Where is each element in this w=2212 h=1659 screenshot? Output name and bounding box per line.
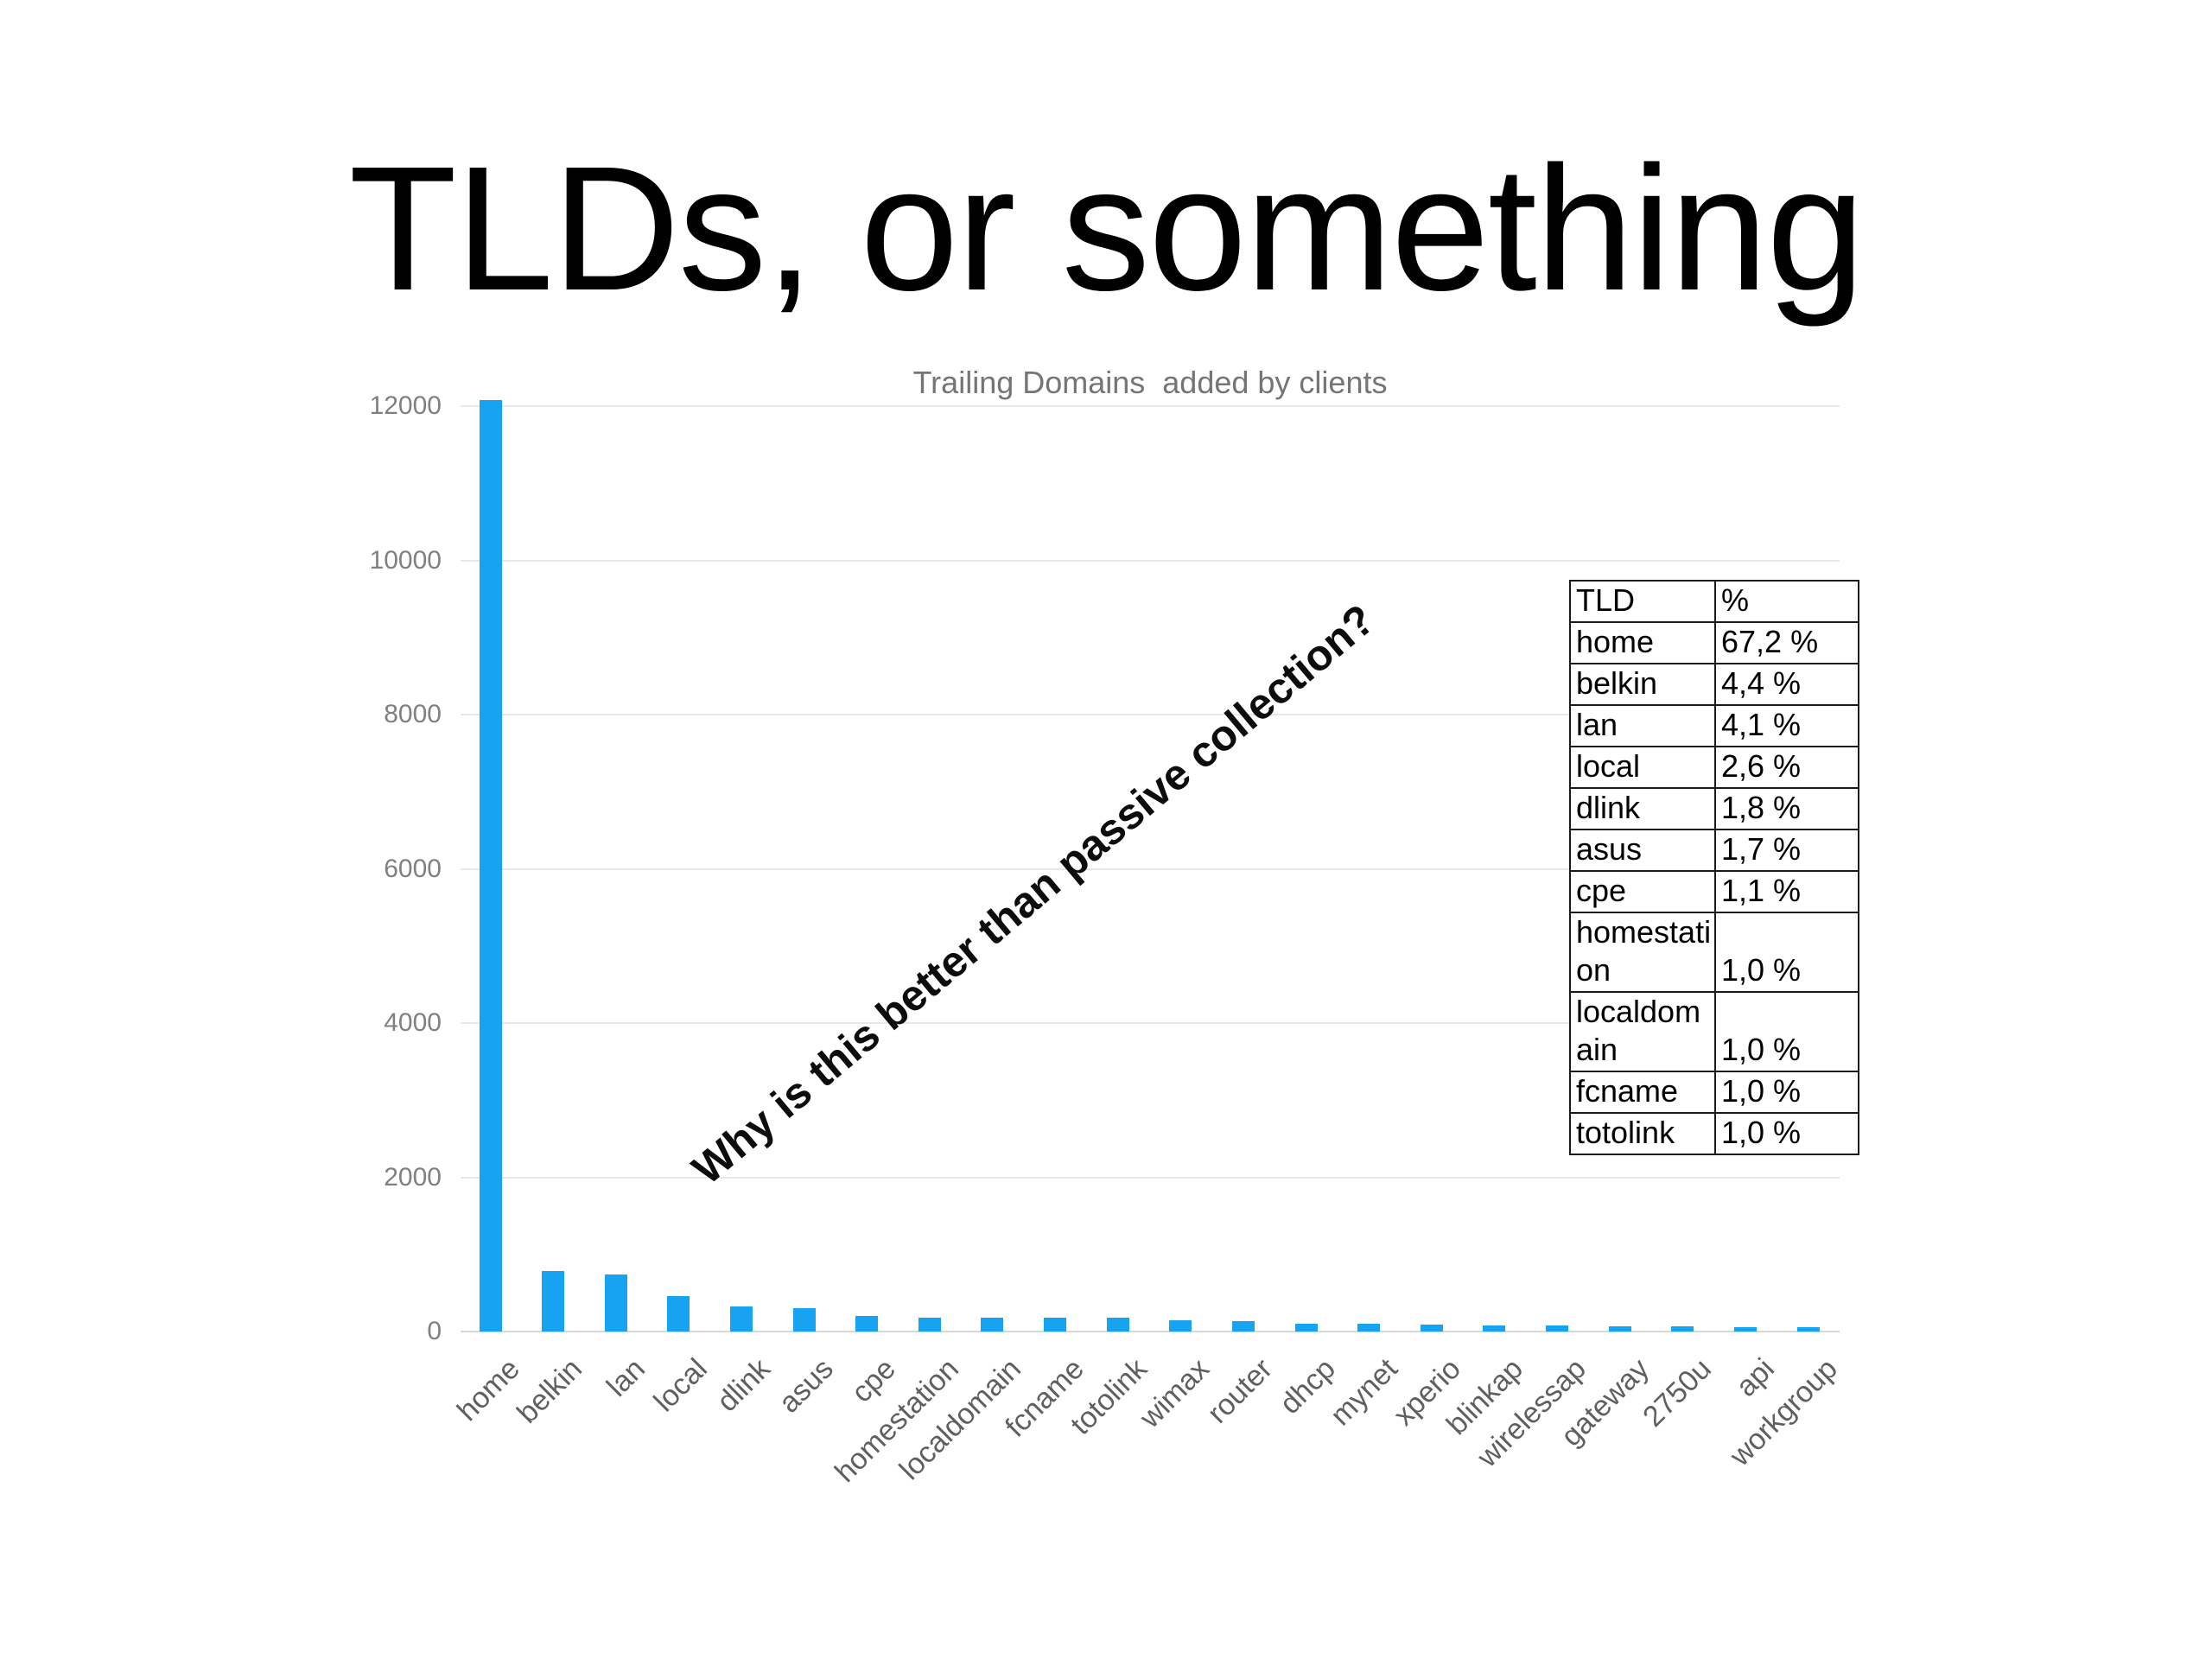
y-axis-tick-label: 2000 <box>384 1162 442 1192</box>
y-axis-tick-label: 8000 <box>384 700 442 728</box>
table-row: totolink 1,0 % <box>1569 1112 1859 1155</box>
x-axis-tick-label-router: router <box>1201 1352 1279 1430</box>
y-axis-tick-label: 10000 <box>369 545 442 575</box>
x-axis-tick-label-belkin: belkin <box>511 1352 588 1430</box>
bar-2750u <box>1671 1326 1694 1332</box>
table-cell-percent: 1,0 % <box>1714 1071 1859 1114</box>
table-cell-percent: 4,1 % <box>1714 704 1859 747</box>
bar-cpe <box>855 1316 879 1332</box>
y-axis-tick-label: 12000 <box>369 391 442 420</box>
chart-title: Trailing Domains added by clients <box>912 365 1388 400</box>
table-cell-tld: TLD <box>1569 580 1716 623</box>
y-axis-tick-label: 0 <box>427 1317 442 1345</box>
bar-asus <box>792 1308 816 1332</box>
table-row: asus 1,7 % <box>1569 829 1859 872</box>
x-axis-tick-label-2750u: 2750u <box>1637 1352 1719 1433</box>
tld-percentage-table: TLD% home 67,2 % belkin 4,4 % lan 4,1 % local 2,… <box>1569 580 1859 1155</box>
gridline-6000 <box>461 868 1840 870</box>
gridline-8000 <box>461 714 1840 715</box>
gridline-10000 <box>461 559 1840 562</box>
table-row: lan 4,1 % <box>1569 704 1859 747</box>
table-row: homestation 1,0 % <box>1569 912 1859 993</box>
bar-mynet <box>1357 1324 1381 1332</box>
bar-localdomain <box>981 1317 1004 1332</box>
bar-lan <box>604 1274 627 1332</box>
table-cell-percent: % <box>1714 580 1859 623</box>
bar-belkin <box>542 1270 565 1332</box>
gridline-4000 <box>461 1022 1840 1024</box>
bar-home <box>479 399 502 1332</box>
bar-blinkap <box>1483 1325 1506 1332</box>
table-cell-tld: cpe <box>1569 870 1716 913</box>
x-axis-tick-label-asus: asus <box>772 1352 840 1420</box>
gridline-2000 <box>461 1176 1840 1179</box>
table-cell-percent: 1,8 % <box>1714 787 1859 830</box>
bar-workgroup <box>1796 1327 1820 1332</box>
table-cell-tld: localdomain <box>1569 991 1716 1072</box>
bar-dhcp <box>1294 1323 1318 1332</box>
gridline-0 <box>461 1331 1840 1332</box>
x-axis-tick-label-wimax: wimax <box>1134 1352 1217 1434</box>
table-header-row: TLD% <box>1569 580 1859 623</box>
table-row: local 2,6 % <box>1569 746 1859 789</box>
x-axis-tick-label-home: home <box>450 1352 526 1428</box>
bar-xperio <box>1420 1324 1443 1332</box>
table-cell-tld: totolink <box>1569 1112 1716 1155</box>
x-axis-tick-label-lan: lan <box>600 1352 652 1403</box>
table-cell-percent: 1,7 % <box>1714 829 1859 872</box>
bar-gateway <box>1608 1325 1631 1332</box>
table-cell-percent: 1,0 % <box>1714 1112 1859 1155</box>
bar-wirelessap <box>1546 1325 1569 1332</box>
table-row: cpe 1,1 % <box>1569 870 1859 913</box>
table-cell-tld: belkin <box>1569 663 1716 706</box>
table-row: belkin 4,4 % <box>1569 663 1859 706</box>
y-axis-tick-label: 4000 <box>384 1008 442 1037</box>
bar-api <box>1733 1326 1757 1332</box>
table-cell-tld: lan <box>1569 704 1716 747</box>
y-axis-tick-label: 6000 <box>384 854 442 883</box>
table-row: localdomain 1,0 % <box>1569 991 1859 1072</box>
table-cell-percent: 4,4 % <box>1714 663 1859 706</box>
table-cell-percent: 1,0 % <box>1714 912 1859 993</box>
bar-homestation <box>918 1317 941 1332</box>
table-cell-tld: homestation <box>1569 912 1716 993</box>
x-axis-tick-label-api: api <box>1729 1352 1781 1403</box>
table-cell-percent: 1,1 % <box>1714 870 1859 913</box>
table-cell-tld: asus <box>1569 829 1716 872</box>
x-axis-tick-label-local: local <box>647 1352 715 1419</box>
page-title: TLDs, or something <box>348 130 1866 327</box>
bar-fcname <box>1044 1317 1067 1332</box>
table-cell-percent: 67,2 % <box>1714 621 1859 664</box>
gridline-12000 <box>461 405 1840 407</box>
bar-router <box>1231 1321 1255 1332</box>
x-axis-tick-label-dlink: dlink <box>710 1352 777 1419</box>
table-row: fcname 1,0 % <box>1569 1071 1859 1114</box>
table-row: dlink 1,8 % <box>1569 787 1859 830</box>
bar-totolink <box>1106 1317 1129 1332</box>
table-cell-tld: local <box>1569 746 1716 789</box>
bar-chart: Trailing Domains added by clients 0 2000 4… <box>370 365 1844 1489</box>
table-cell-tld: dlink <box>1569 787 1716 830</box>
bar-local <box>667 1295 690 1332</box>
bar-wimax <box>1169 1319 1192 1332</box>
bar-dlink <box>729 1306 753 1332</box>
table-cell-percent: 2,6 % <box>1714 746 1859 789</box>
table-row: home 67,2 % <box>1569 621 1859 664</box>
table-cell-tld: fcname <box>1569 1071 1716 1114</box>
table-cell-tld: home <box>1569 621 1716 664</box>
x-axis-tick-label-mynet: mynet <box>1324 1352 1405 1433</box>
table-cell-percent: 1,0 % <box>1714 991 1859 1072</box>
